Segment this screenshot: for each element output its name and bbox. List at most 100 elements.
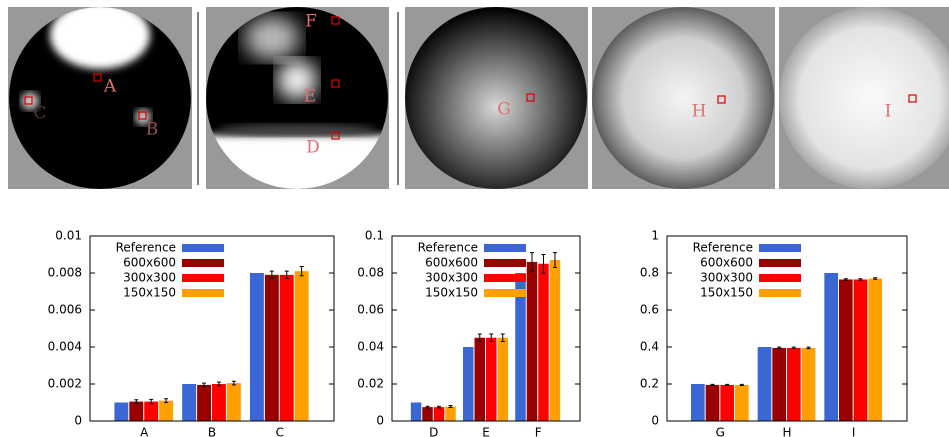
y-tick-label: 0.01: [55, 229, 82, 243]
error-bar: [500, 333, 505, 342]
legend-label: 300x300: [700, 271, 753, 285]
bar: [182, 384, 197, 421]
bar: [538, 263, 549, 421]
y-tick-label: 0.002: [48, 377, 82, 391]
error-bar: [791, 346, 796, 350]
bar: [497, 337, 508, 421]
bar: [264, 274, 279, 421]
bar: [772, 347, 786, 421]
legend-swatch: [182, 244, 224, 252]
x-tick-label: E: [482, 426, 490, 437]
plot-frame: [89, 235, 335, 422]
error-bar: [425, 405, 430, 409]
error-bar: [541, 254, 546, 274]
x-tick-label: C: [276, 426, 284, 437]
bar: [526, 261, 538, 421]
error-bar: [552, 252, 557, 268]
legend-label: 600x600: [700, 256, 753, 270]
y-tick-label: 0.006: [48, 303, 82, 317]
error-bar: [202, 382, 207, 388]
error-bar: [448, 405, 453, 408]
probe-label: G: [497, 100, 511, 120]
bar: [486, 337, 497, 421]
error-bar: [529, 252, 534, 272]
legend-swatch: [759, 289, 801, 297]
bar: [787, 347, 801, 421]
x-tick-label: B: [208, 426, 216, 437]
x-tick-label: G: [716, 426, 725, 437]
legend-swatch: [182, 289, 224, 297]
probe-label: A: [103, 77, 117, 97]
x-tick-label: A: [140, 426, 149, 437]
y-tick-label: 0.02: [357, 377, 384, 391]
bar: [197, 384, 211, 421]
plot-frame: [391, 235, 581, 422]
error-bar: [739, 383, 744, 386]
legend-swatch: [759, 244, 801, 252]
legend-label: 300x300: [425, 271, 478, 285]
legend-swatch: [484, 259, 526, 267]
x-tick-label: H: [782, 426, 791, 437]
probe-label: D: [306, 138, 320, 158]
legend-swatch: [759, 274, 801, 282]
legend-label: 600x600: [425, 256, 478, 270]
y-tick-label: 0: [651, 414, 659, 428]
error-bar: [269, 270, 274, 280]
legend-label: 150x150: [700, 286, 753, 300]
bar: [463, 347, 474, 421]
legend-label: Reference: [418, 241, 478, 255]
error-bar: [284, 270, 289, 280]
bar: [410, 402, 422, 421]
legend-swatch: [484, 289, 526, 297]
y-tick-label: 0.4: [640, 340, 659, 354]
bar: [757, 347, 772, 421]
bar: [226, 383, 241, 421]
bar: [279, 274, 294, 421]
legend-label: 150x150: [425, 286, 478, 300]
bar: [705, 384, 720, 421]
bar: [294, 271, 309, 421]
error-bar: [477, 333, 482, 342]
error-bar: [843, 278, 848, 281]
probe-label: B: [146, 120, 159, 140]
y-tick-label: 0.8: [640, 266, 659, 280]
bar: [422, 407, 433, 421]
legend-swatch: [182, 259, 224, 267]
probe-label: C: [33, 104, 46, 124]
y-tick-label: 0.06: [357, 303, 384, 317]
error-bar: [806, 346, 811, 350]
bar: [839, 279, 853, 421]
probe-label: H: [692, 102, 707, 122]
bar: [735, 384, 749, 421]
bar: [474, 337, 485, 421]
bar: [159, 400, 174, 421]
y-tick-label: 0.04: [357, 340, 384, 354]
y-tick-label: 0.1: [365, 229, 384, 243]
y-tick-label: 0: [74, 414, 82, 428]
legend-swatch: [484, 274, 526, 282]
legend-swatch: [759, 259, 801, 267]
y-tick-label: 0.008: [48, 266, 82, 280]
bar: [801, 347, 816, 421]
legend-label: 300x300: [123, 271, 176, 285]
x-tick-label: I: [852, 426, 856, 437]
probe-label: F: [305, 12, 317, 32]
bar: [549, 260, 561, 421]
plot-frame: [666, 235, 908, 422]
y-tick-label: 1: [651, 229, 659, 243]
probe-squares: [24, 16, 917, 140]
legend-label: 600x600: [123, 256, 176, 270]
error-bar: [149, 398, 154, 405]
error-bar: [231, 380, 236, 386]
error-bar: [299, 266, 304, 277]
bar: [129, 401, 144, 421]
bar: [212, 384, 226, 421]
bar: [720, 384, 734, 421]
sphere: [405, 7, 587, 189]
sphere: [592, 7, 774, 189]
bar: [445, 406, 456, 421]
render-panels: A B C D E F G H I: [8, 7, 949, 189]
error-bar: [710, 383, 715, 386]
error-bar: [777, 346, 782, 350]
